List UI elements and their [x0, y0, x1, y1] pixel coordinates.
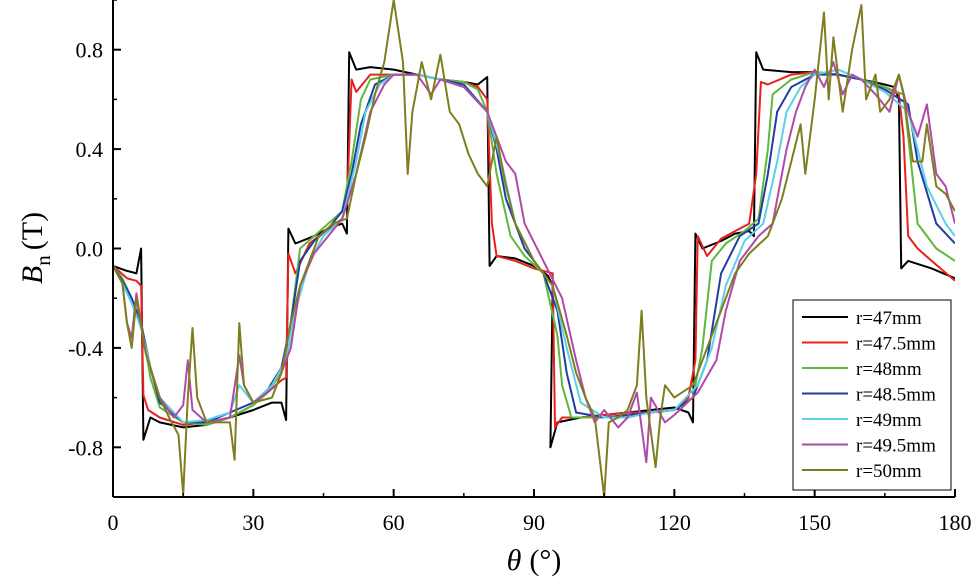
y-ticks: -0.8 -0.4 0.0 0.4 0.8 [68, 0, 121, 498]
series-line-7 [113, 0, 955, 497]
y-tick-label: -0.8 [68, 435, 103, 460]
series-line-1 [113, 51, 955, 449]
x-axis-title: θ (°) [507, 544, 562, 577]
x-tick-label: 30 [242, 510, 264, 535]
legend-label-6: r=49.5mm [856, 436, 936, 457]
series-line-6 [113, 61, 955, 464]
x-axis-symbol: θ [507, 544, 522, 577]
series-line-4 [113, 73, 955, 424]
legend: r=47mm r=47.5mm r=48mm r=48.5mm r=49mm r=49.5… [792, 299, 952, 491]
y-axis-title: Bn (T) [16, 212, 55, 284]
x-ticks: 0 30 60 90 120 150 180 [108, 489, 972, 535]
y-tick-label: -0.4 [68, 336, 103, 361]
x-axis-unit: (°) [529, 544, 561, 577]
x-tick-label: 90 [523, 510, 545, 535]
legend-label-4: r=48.5mm [856, 385, 936, 406]
y-axis-symbol: B [16, 266, 49, 284]
legend-label-3: r=48mm [856, 359, 922, 380]
x-tick-label: 0 [108, 510, 119, 535]
legend-label-7: r=50mm [856, 461, 922, 482]
x-tick-label: 180 [939, 510, 972, 535]
series-layer [113, 0, 955, 497]
y-tick-label: 0.8 [76, 38, 104, 63]
series-line-3 [113, 71, 955, 426]
x-tick-label: 60 [383, 510, 405, 535]
y-tick-label: 0.4 [76, 137, 104, 162]
x-tick-label: 150 [798, 510, 831, 535]
y-axis-subscript: n [31, 255, 55, 266]
legend-box [792, 299, 952, 491]
y-axis-unit: (T) [16, 212, 49, 250]
y-tick-label: 0.0 [76, 237, 104, 262]
legend-label-2: r=47.5mm [856, 334, 936, 355]
x-tick-label: 120 [658, 510, 691, 535]
legend-label-5: r=49mm [856, 410, 922, 431]
legend-label-1: r=47mm [856, 308, 922, 329]
